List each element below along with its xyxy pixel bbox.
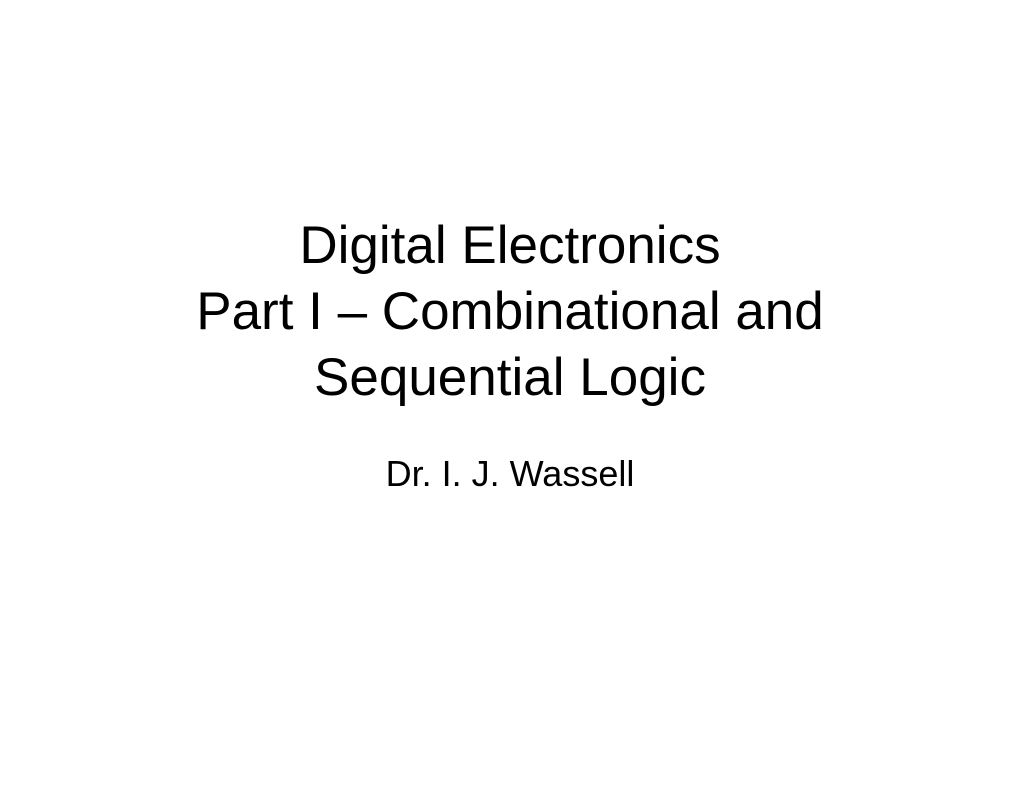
title-line-3: Sequential Logic <box>196 345 824 411</box>
title-line-2: Part I – Combinational and <box>196 279 824 345</box>
author-name: Dr. I. J. Wassell <box>196 453 824 495</box>
title-line-1: Digital Electronics <box>196 213 824 279</box>
slide-title-block: Digital Electronics Part I – Combination… <box>196 213 824 496</box>
